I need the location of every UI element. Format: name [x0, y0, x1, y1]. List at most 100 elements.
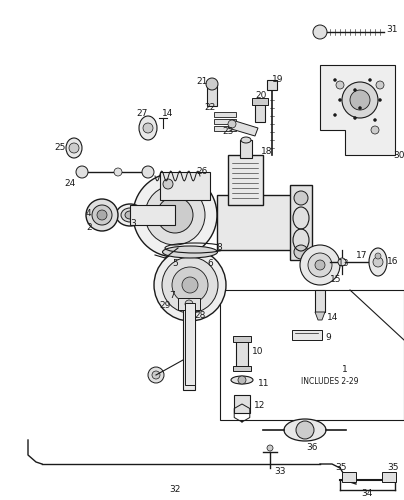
Ellipse shape — [66, 138, 82, 158]
Circle shape — [296, 421, 314, 439]
Ellipse shape — [369, 248, 387, 276]
Text: 14: 14 — [162, 108, 174, 118]
Circle shape — [379, 98, 381, 102]
Bar — [252, 98, 268, 105]
Text: 25: 25 — [54, 144, 66, 152]
Bar — [290, 185, 312, 260]
Circle shape — [371, 126, 379, 134]
Polygon shape — [315, 312, 325, 320]
Circle shape — [333, 78, 337, 82]
Bar — [217, 195, 292, 250]
Circle shape — [172, 267, 208, 303]
Text: 31: 31 — [386, 26, 398, 35]
Text: 5: 5 — [172, 260, 178, 268]
Bar — [214, 112, 236, 117]
Ellipse shape — [139, 116, 157, 140]
Text: 33: 33 — [274, 468, 286, 476]
Ellipse shape — [162, 246, 217, 258]
Text: 27: 27 — [136, 108, 148, 118]
Circle shape — [162, 257, 218, 313]
Text: 9: 9 — [325, 334, 331, 342]
Circle shape — [97, 210, 107, 220]
Text: 14: 14 — [327, 312, 339, 322]
Circle shape — [294, 191, 308, 205]
Circle shape — [145, 185, 205, 245]
Bar — [233, 366, 251, 371]
Bar — [233, 336, 251, 342]
Circle shape — [92, 205, 112, 225]
Bar — [236, 338, 248, 368]
Ellipse shape — [121, 208, 139, 222]
Text: 13: 13 — [338, 258, 350, 268]
Bar — [160, 172, 210, 200]
Circle shape — [342, 82, 378, 118]
Text: 6: 6 — [207, 258, 213, 268]
Text: 23: 23 — [222, 126, 234, 136]
Text: 32: 32 — [169, 486, 181, 494]
Bar — [255, 100, 265, 122]
Text: 26: 26 — [196, 166, 208, 175]
Text: 11: 11 — [258, 378, 270, 388]
Circle shape — [354, 116, 356, 119]
Text: 10: 10 — [252, 348, 264, 356]
Circle shape — [152, 371, 160, 379]
Bar — [234, 395, 250, 413]
Circle shape — [228, 120, 236, 128]
Text: 24: 24 — [64, 178, 76, 188]
Text: INCLUDES 2-29: INCLUDES 2-29 — [301, 378, 359, 386]
Bar — [315, 290, 325, 312]
Text: 1: 1 — [342, 366, 348, 374]
Text: 21: 21 — [196, 78, 208, 86]
Bar — [214, 126, 236, 131]
Bar — [292, 330, 322, 340]
Text: 36: 36 — [306, 444, 318, 452]
Circle shape — [376, 81, 384, 89]
Text: 2: 2 — [86, 224, 92, 232]
Bar — [130, 205, 175, 225]
Circle shape — [185, 300, 193, 308]
Text: 17: 17 — [356, 250, 368, 260]
Ellipse shape — [125, 211, 135, 219]
Bar — [183, 305, 195, 390]
Circle shape — [143, 123, 153, 133]
Circle shape — [313, 25, 327, 39]
Circle shape — [300, 245, 340, 285]
Ellipse shape — [241, 137, 251, 143]
Bar — [240, 140, 252, 158]
Circle shape — [338, 258, 346, 266]
Circle shape — [238, 376, 246, 384]
Circle shape — [267, 445, 273, 451]
Text: 19: 19 — [272, 76, 284, 84]
Text: 12: 12 — [254, 402, 266, 410]
Circle shape — [368, 78, 372, 82]
Text: 34: 34 — [361, 490, 372, 498]
Ellipse shape — [116, 204, 144, 226]
Circle shape — [142, 166, 154, 178]
Ellipse shape — [231, 376, 253, 384]
Text: 30: 30 — [393, 150, 404, 160]
Text: 28: 28 — [194, 312, 206, 320]
Polygon shape — [320, 65, 395, 155]
Circle shape — [148, 367, 164, 383]
Circle shape — [86, 199, 118, 231]
Circle shape — [76, 166, 88, 178]
Circle shape — [294, 245, 308, 259]
Circle shape — [373, 257, 383, 267]
Circle shape — [358, 106, 362, 110]
Polygon shape — [228, 120, 258, 136]
Bar — [214, 119, 236, 124]
Text: 35: 35 — [387, 462, 399, 471]
Text: 22: 22 — [204, 104, 216, 112]
Bar — [228, 155, 263, 205]
Text: 20: 20 — [255, 92, 267, 100]
Text: 4: 4 — [85, 210, 91, 218]
Circle shape — [350, 90, 370, 110]
Ellipse shape — [284, 419, 326, 441]
Circle shape — [206, 78, 218, 90]
Text: 16: 16 — [387, 258, 399, 266]
Circle shape — [69, 143, 79, 153]
Circle shape — [354, 88, 356, 92]
Text: 8: 8 — [216, 244, 222, 252]
Circle shape — [133, 173, 217, 257]
Text: 15: 15 — [330, 276, 342, 284]
